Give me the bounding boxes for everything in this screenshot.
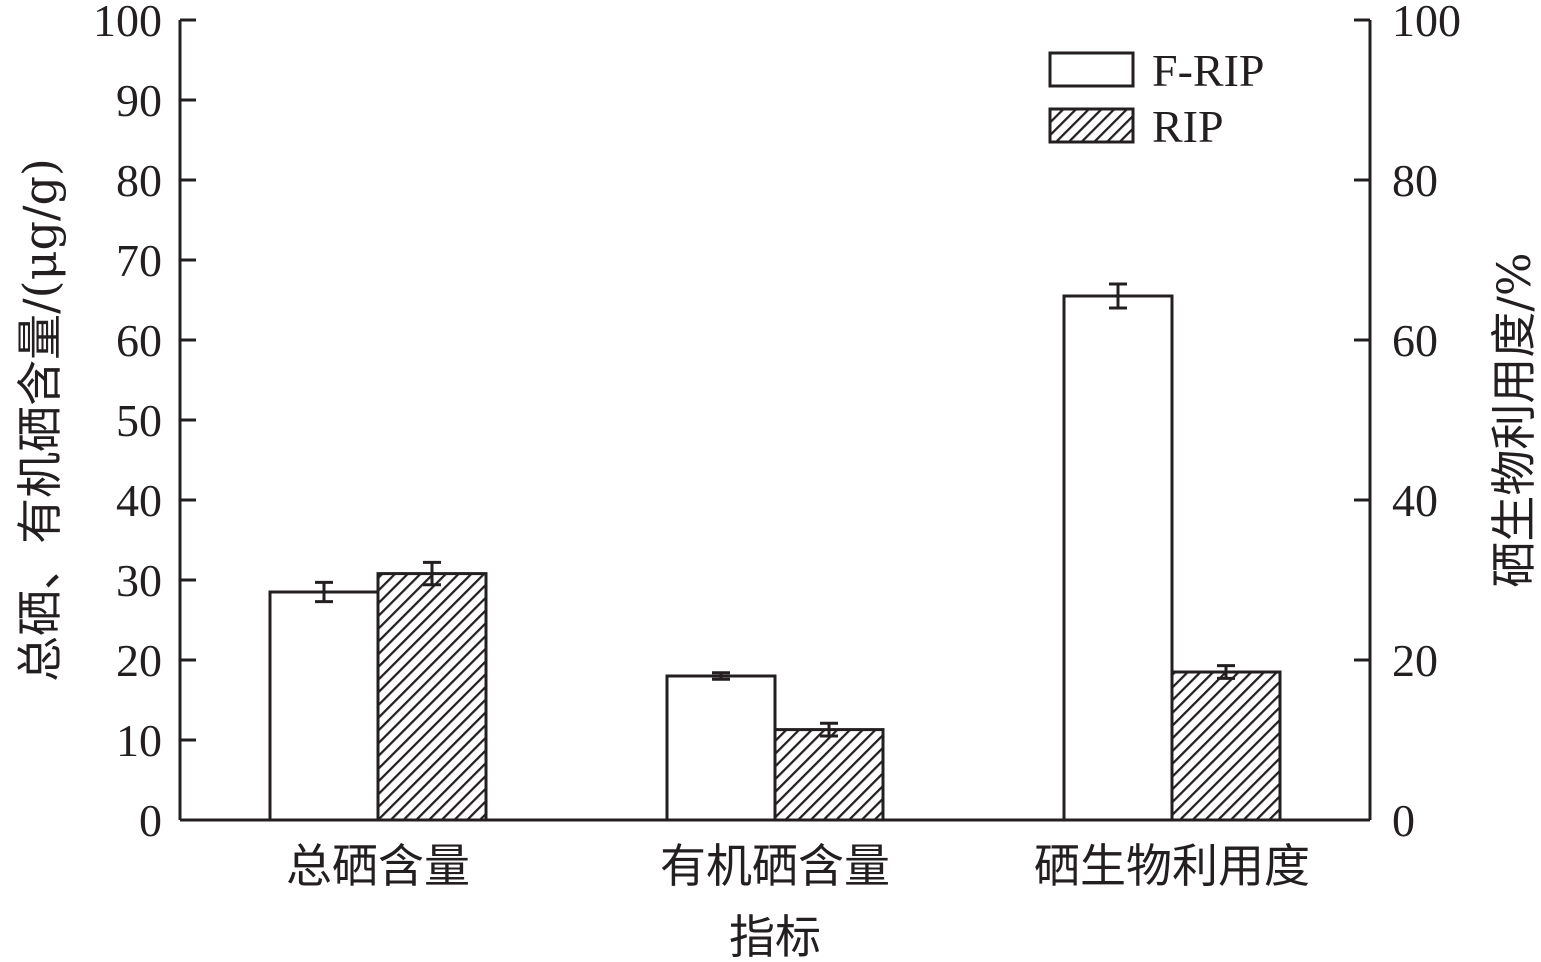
category-label: 硒生物利用度 — [1034, 839, 1310, 893]
category-labels: 总硒含量 有机硒含量 硒生物利用度 — [286, 839, 1310, 893]
bar-f-rip — [268, 590, 380, 822]
left-tick-label: 10 — [116, 715, 162, 766]
bar-rip — [1170, 670, 1282, 822]
bar-f-rip — [665, 674, 777, 822]
category-label: 有机硒含量 — [660, 839, 890, 893]
legend: F-RIP RIP — [1048, 45, 1264, 152]
left-tick-label: 20 — [116, 635, 162, 686]
left-tick-label: 40 — [116, 475, 162, 526]
left-tick-label: 70 — [116, 235, 162, 286]
right-tick-label: 60 — [1392, 315, 1438, 366]
bars — [268, 282, 1282, 822]
left-tick-label: 90 — [116, 75, 162, 126]
left-tick-label: 50 — [116, 395, 162, 446]
legend-swatch-rip — [1048, 107, 1135, 144]
right-tick-label: 100 — [1392, 0, 1461, 46]
x-axis-title: 指标 — [729, 910, 821, 962]
legend-label-rip: RIP — [1152, 101, 1224, 152]
bar-rip — [376, 572, 488, 822]
right-tick-label: 40 — [1392, 475, 1438, 526]
y-axis-title-left: 总硒、有机硒含量/(μg/g) — [13, 158, 67, 682]
legend-label-f-rip: F-RIP — [1152, 45, 1264, 96]
left-tick-label: 0 — [139, 795, 162, 846]
left-ticks: 0 10 20 30 40 50 60 70 80 90 100 — [93, 0, 196, 846]
left-tick-label: 100 — [93, 0, 162, 46]
right-tick-label: 80 — [1392, 155, 1438, 206]
right-ticks: 0 20 40 60 80 100 — [1354, 0, 1461, 846]
bar-rip — [773, 728, 885, 822]
right-tick-label: 20 — [1392, 635, 1438, 686]
legend-swatch-f-rip — [1048, 51, 1135, 88]
bar-f-rip — [1062, 294, 1174, 822]
left-tick-label: 80 — [116, 155, 162, 206]
right-tick-label: 0 — [1392, 795, 1415, 846]
left-tick-label: 60 — [116, 315, 162, 366]
left-tick-label: 30 — [116, 555, 162, 606]
y-axis-title-right: 硒生物利用度/% — [1487, 252, 1541, 587]
category-label: 总硒含量 — [286, 839, 470, 893]
